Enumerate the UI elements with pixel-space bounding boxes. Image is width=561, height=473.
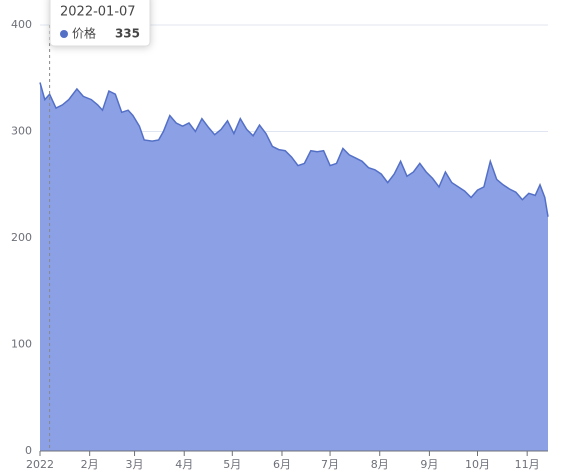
x-tick-label: 7月: [321, 458, 339, 471]
x-tick-label: 6月: [273, 458, 291, 471]
x-tick-label: 9月: [420, 458, 438, 471]
line: [39, 82, 549, 217]
x-tick-label: 10月: [465, 458, 490, 471]
x-tick-label: 3月: [126, 458, 144, 471]
tooltip-date: 2022-01-07: [60, 5, 136, 20]
tooltip-series-name: 价格: [72, 26, 96, 41]
tooltip-marker: [60, 30, 68, 38]
x-tick-label: 2月: [81, 458, 99, 471]
y-tick-label: 300: [11, 125, 32, 138]
y-tick-label: 200: [11, 231, 32, 244]
x-tick-label: 4月: [175, 458, 193, 471]
x-tick-label: 8月: [371, 458, 389, 471]
tooltip: 2022-01-07 价格 335: [49, 0, 151, 47]
x-tick-label: 2022: [26, 458, 54, 471]
x-tick-label: 11月: [515, 458, 540, 471]
tooltip-value: 335: [115, 27, 140, 41]
plot-area: 0 100 200 300 400 2022 2月 3月 4月 5月 6月 7月 8月 9月 10月 11月: [11, 18, 549, 471]
area: [40, 82, 548, 451]
tooltip-background: [49, 0, 151, 47]
y-tick-label: 400: [11, 18, 32, 31]
x-tick-label: 5月: [223, 458, 241, 471]
y-tick-label: 100: [11, 338, 32, 351]
y-tick-label: 0: [25, 444, 32, 457]
